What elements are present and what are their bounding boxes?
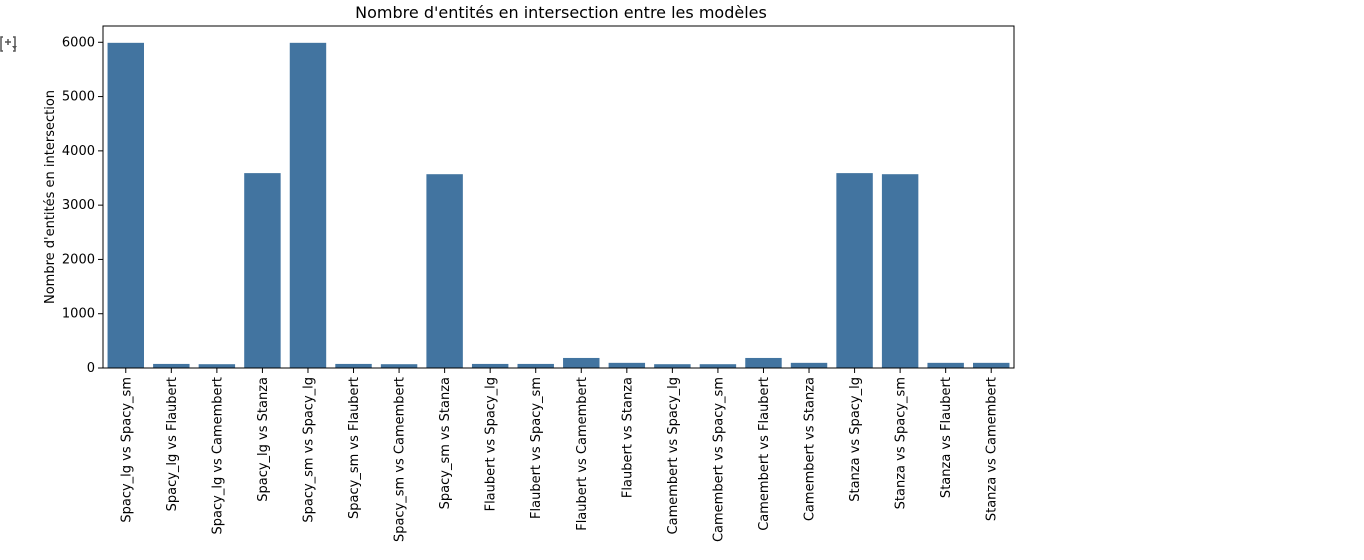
x-tick-label: Stanza vs Camembert (985, 377, 1000, 521)
y-axis: 0 1000 2000 3000 4000 5000 6000 (62, 35, 103, 376)
y-tick-label: 5000 (62, 90, 95, 105)
bar (563, 357, 600, 368)
plot-frame (102, 25, 1015, 369)
bar (380, 364, 418, 368)
x-tick-label: Stanza vs Flaubert (939, 377, 954, 498)
x-tick-label: Stanza vs Spacy_lg (848, 377, 863, 502)
x-tick-label: Camembert vs Spacy_sm (711, 377, 726, 542)
bar (289, 42, 327, 368)
bar (608, 362, 646, 368)
x-tick-label: Camembert vs Stanza (803, 377, 818, 521)
bar (881, 174, 919, 368)
bar (107, 42, 144, 368)
x-tick-label: Spacy_sm vs Spacy_lg (301, 377, 316, 523)
y-tick-label: 2000 (62, 252, 95, 267)
bars-group (107, 42, 1010, 368)
output-toggle-icon[interactable] (0, 34, 20, 54)
bar (973, 362, 1010, 368)
bar (153, 363, 190, 368)
y-tick-label: 1000 (62, 307, 95, 322)
x-tick-label: Camembert vs Spacy_lg (666, 377, 681, 534)
y-tick-label: 0 (87, 361, 95, 376)
x-tick-label: Spacy_lg vs Spacy_sm (119, 377, 134, 523)
x-tick-label: Flaubert vs Stanza (620, 377, 635, 498)
bar (699, 364, 737, 368)
y-axis-label: Nombre d'entités en intersection (43, 90, 58, 304)
y-tick-label: 4000 (62, 144, 95, 159)
y-tick-label: 3000 (62, 198, 95, 213)
x-tick-label: Spacy_lg vs Camembert (210, 377, 225, 534)
bar (927, 362, 964, 368)
x-tick-label: Stanza vs Spacy_sm (894, 377, 909, 509)
bar (517, 363, 554, 368)
x-tick-label: Flaubert vs Spacy_lg (484, 377, 499, 511)
x-tick-label: Flaubert vs Camembert (575, 377, 590, 531)
y-tick-label: 6000 (62, 35, 95, 50)
bar (471, 363, 509, 368)
x-tick-label: Spacy_lg vs Flaubert (165, 377, 180, 511)
bar (198, 364, 236, 368)
bar (335, 363, 372, 368)
x-tick-label: Spacy_sm vs Flaubert (347, 377, 362, 519)
bar (790, 362, 828, 368)
chart-title: Nombre d'entités en intersection entre l… (355, 3, 767, 22)
x-tick-label: Camembert vs Flaubert (757, 377, 772, 531)
bar (244, 173, 281, 368)
x-tick-label: Flaubert vs Spacy_sm (529, 377, 544, 519)
x-tick-label: Spacy_lg vs Stanza (256, 377, 271, 502)
bar (836, 173, 873, 368)
x-tick-label: Spacy_sm vs Stanza (438, 377, 453, 509)
bar (426, 174, 463, 368)
bar (745, 357, 782, 368)
bar (654, 364, 691, 368)
x-tick-label: Spacy_sm vs Camembert (393, 377, 408, 542)
x-axis: Spacy_lg vs Spacy_sm Spacy_lg vs Flaubert… (119, 368, 1000, 542)
